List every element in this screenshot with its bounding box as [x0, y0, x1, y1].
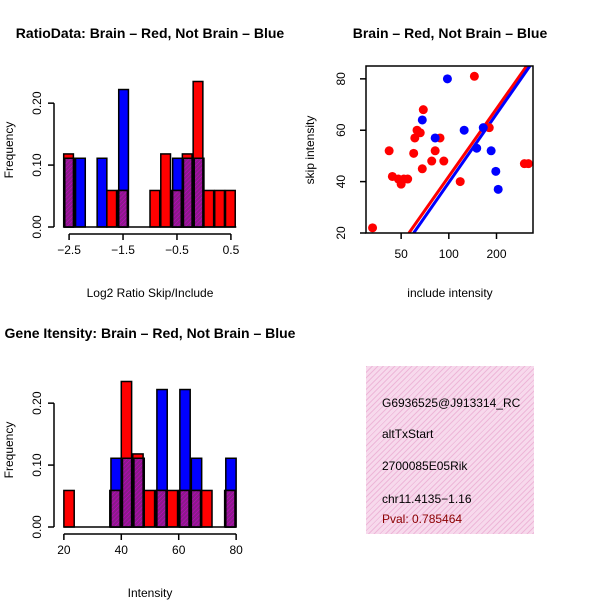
scatter-point-not-brain-8 — [493, 184, 503, 194]
ratio-y-tick-label-0: 0.00 — [30, 215, 44, 239]
intensity-scatter: Brain – Red, Not Brain – Blue include in… — [303, 25, 547, 300]
scatter-point-not-brain-6 — [486, 146, 496, 156]
ratio-bar-brain-15 — [224, 189, 236, 228]
scatter-y-tick-label-1: 40 — [334, 175, 348, 189]
intensity-bar-brain-7 — [143, 489, 156, 528]
scatter-point-brain-12 — [418, 105, 428, 115]
intensity-x-tick-label-3: 80 — [229, 543, 243, 557]
probe-id-text: G6936525@J913314_RC — [382, 396, 521, 410]
intensity-bar-brain-0 — [63, 489, 75, 528]
scatter-point-brain-14 — [430, 146, 440, 156]
scatter-ylabel: skip intensity — [303, 116, 317, 185]
ratio-x-tick-label-3: 0.5 — [223, 243, 240, 257]
location-text: chr11.4135−1.16 — [382, 492, 472, 506]
intensity-x-tick-label-0: 20 — [57, 543, 71, 557]
scatter-point-brain-0 — [368, 223, 378, 233]
ratio-y-tick-label-1: 0.10 — [30, 153, 44, 177]
scatter-title: Brain – Red, Not Brain – Blue — [353, 25, 548, 41]
ratio-bar-overlap-11 — [182, 157, 193, 228]
scatter-point-not-brain-2 — [442, 74, 452, 84]
scatter-point-brain-10 — [415, 128, 425, 138]
ratio-bar-overlap-12 — [193, 157, 204, 228]
ratio-bar-overlap-0 — [64, 157, 75, 228]
intensity-histogram: Gene Itensity: Brain – Red, Not Brain – … — [2, 325, 296, 600]
fit-line-brain — [407, 66, 528, 233]
gene-id-text: 2700085E05Rik — [382, 459, 468, 473]
scatter-point-not-brain-1 — [430, 133, 440, 143]
scatter-x-tick-label-2: 200 — [486, 247, 506, 261]
ratio-histogram-title: RatioData: Brain – Red, Not Brain – Blue — [16, 25, 285, 41]
scatter-x-tick-label-1: 100 — [439, 247, 459, 261]
ratio-bar-overlap-10 — [171, 189, 183, 228]
scatter-point-brain-1 — [384, 146, 394, 156]
intensity-bar-overlap-6 — [133, 457, 144, 528]
pval-text: Pval: 0.785464 — [382, 512, 463, 526]
scatter-point-not-brain-4 — [472, 143, 482, 153]
intensity-y-tick-label-0: 0.00 — [30, 515, 44, 539]
ratio-bar-brain-9 — [160, 153, 172, 228]
ratio-histogram-ylabel: Frequency — [2, 122, 16, 179]
intensity-x-tick-label-1: 40 — [115, 543, 129, 557]
ratio-bar-brain-13 — [203, 189, 215, 228]
intensity-bar-overlap-5 — [121, 457, 133, 528]
scatter-point-brain-7 — [409, 148, 419, 158]
ratio-bar-brain-8 — [149, 189, 161, 228]
scatter-point-brain-16 — [439, 156, 449, 166]
intensity-y-tick-label-1: 0.10 — [30, 453, 44, 477]
info-panel: G6936525@J913314_RC altTxStart 2700085E0… — [366, 366, 534, 534]
intensity-histogram-title: Gene Itensity: Brain – Red, Not Brain – … — [5, 325, 296, 341]
ratio-bar-notbrain-3 — [96, 157, 108, 228]
intensity-x-tick-label-2: 60 — [172, 543, 186, 557]
ratio-bar-notbrain-1 — [74, 157, 87, 228]
scatter-xlabel: include intensity — [407, 286, 492, 300]
fit-line-not-brain — [412, 66, 532, 233]
event-type-text: altTxStart — [382, 427, 434, 441]
scatter-point-not-brain-0 — [417, 115, 427, 125]
scatter-y-tick-label-2: 60 — [334, 123, 348, 137]
ratio-bar-brain-4 — [106, 189, 118, 228]
intensity-bar-overlap-8 — [156, 489, 167, 528]
scatter-point-not-brain-7 — [491, 166, 501, 176]
ratio-y-tick-label-2: 0.20 — [30, 91, 44, 115]
scatter-point-brain-21 — [523, 159, 533, 169]
intensity-bar-overlap-11 — [190, 489, 202, 528]
ratio-x-tick-label-2: −0.5 — [165, 243, 189, 257]
intensity-bar-overlap-4 — [110, 489, 121, 528]
intensity-y-tick-label-2: 0.20 — [30, 391, 44, 415]
scatter-point-brain-13 — [427, 156, 437, 166]
intensity-bar-overlap-14 — [225, 489, 236, 528]
scatter-x-tick-label-0: 50 — [394, 247, 408, 261]
scatter-point-not-brain-5 — [478, 123, 488, 133]
scatter-y-tick-label-0: 20 — [334, 226, 348, 240]
ratio-histogram-xlabel: Log2 Ratio Skip/Include — [87, 286, 214, 300]
ratio-bar-brain-14 — [213, 189, 226, 228]
scatter-point-brain-18 — [469, 71, 479, 81]
scatter-point-brain-17 — [455, 177, 465, 187]
ratio-histogram: RatioData: Brain – Red, Not Brain – Blue… — [2, 25, 284, 300]
intensity-histogram-xlabel: Intensity — [128, 586, 173, 600]
scatter-y-tick-label-3: 80 — [334, 72, 348, 86]
ratio-bar-overlap-5 — [117, 189, 129, 228]
intensity-bar-brain-12 — [200, 489, 213, 528]
intensity-histogram-ylabel: Frequency — [2, 422, 16, 479]
intensity-bar-brain-9 — [166, 489, 179, 528]
intensity-bar-overlap-10 — [179, 489, 190, 528]
scatter-point-not-brain-3 — [459, 125, 469, 135]
ratio-x-tick-label-1: −1.5 — [111, 243, 135, 257]
scatter-point-brain-11 — [417, 164, 427, 174]
ratio-x-tick-label-0: −2.5 — [57, 243, 81, 257]
scatter-point-brain-6 — [403, 174, 413, 184]
